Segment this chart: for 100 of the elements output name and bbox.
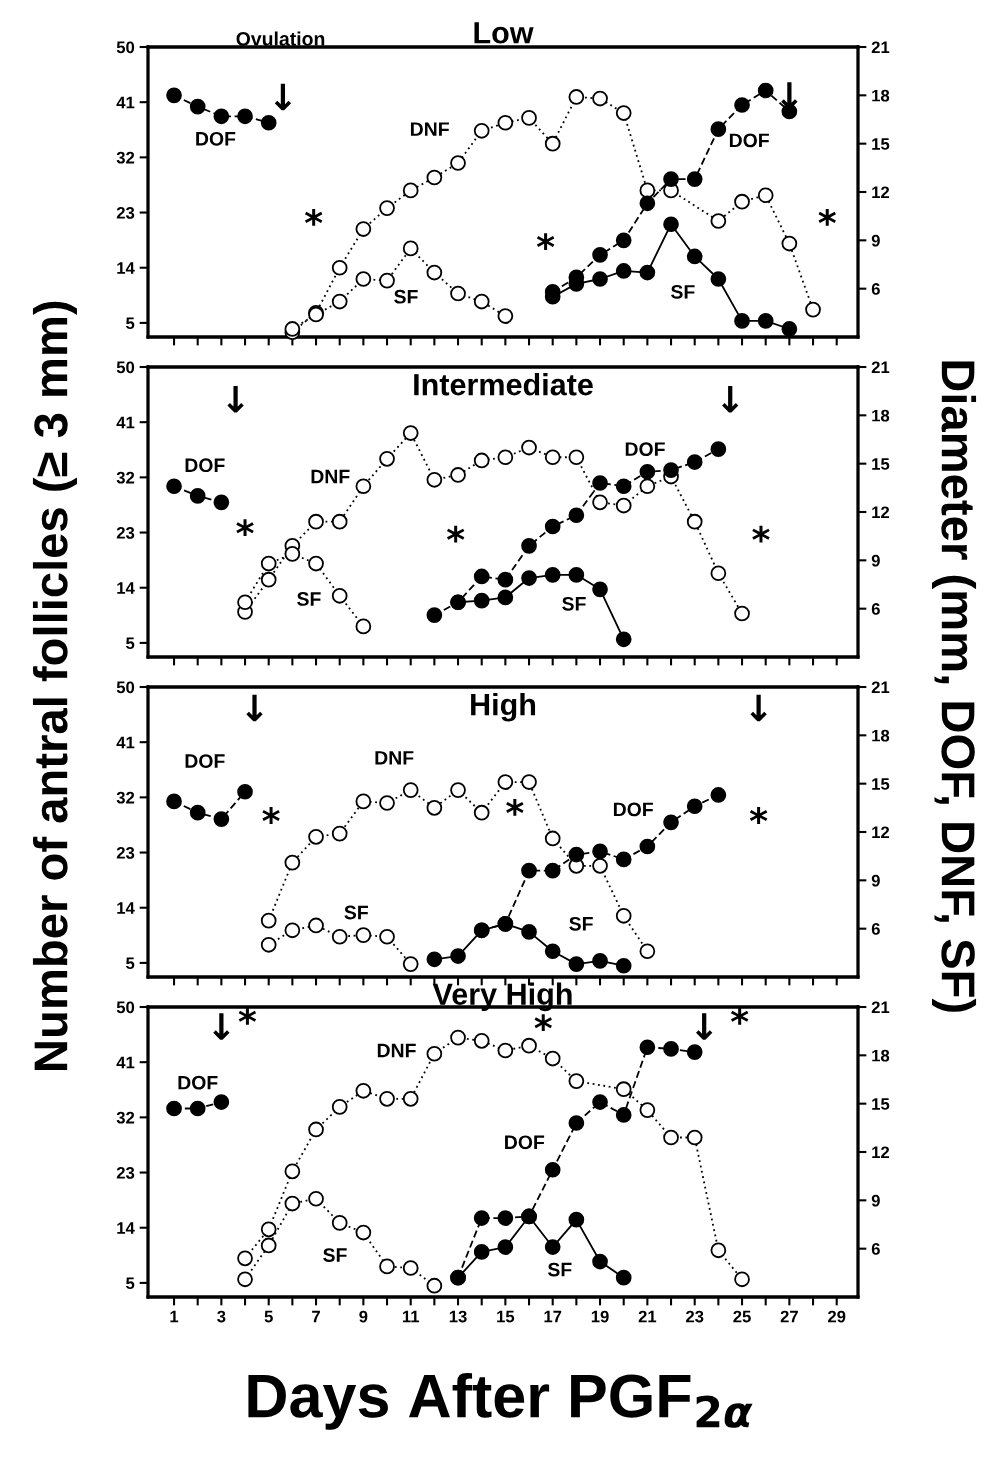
y2-tick-label: 9: [871, 1194, 880, 1207]
annotation: ↓: [696, 1013, 713, 1040]
annotation: *: [238, 1007, 257, 1025]
x-tick-label: 21: [638, 1310, 657, 1323]
y-tick-label: 41: [116, 96, 135, 109]
annotation: ↓: [227, 386, 244, 413]
y2-tick-label: 6: [871, 283, 880, 295]
y-tick-label: 32: [116, 791, 135, 804]
x-tick-label: 23: [686, 1310, 704, 1323]
y2-tick-label: 18: [872, 1049, 890, 1062]
x-tick-label: 9: [359, 1310, 368, 1323]
y-tick-label: 23: [116, 206, 135, 219]
x-tick-label: 11: [402, 1310, 420, 1323]
y2-tick-label: 15: [872, 778, 890, 790]
y-tick-label: 14: [117, 1222, 135, 1234]
annotation: *: [506, 799, 524, 816]
annotation: *: [304, 209, 323, 226]
y-tick-label: 50: [116, 361, 135, 374]
x-tick-label: 5: [264, 1310, 273, 1323]
series-label: SF: [344, 905, 368, 920]
series-label: DOF: [178, 1075, 218, 1090]
annotation: *: [818, 209, 836, 226]
annotation: *: [262, 807, 280, 824]
x-tick-label: 19: [591, 1310, 609, 1323]
y-tick-label: 41: [116, 416, 135, 429]
y2-tick-label: 21: [871, 41, 890, 54]
annotation: *: [536, 233, 555, 250]
y2-tick-label: 9: [871, 554, 880, 567]
y2-tick-label: 18: [872, 89, 890, 102]
series-label: DOF: [196, 131, 236, 146]
x-tick-label: 13: [449, 1310, 467, 1323]
y2-tick-label: 6: [871, 1243, 880, 1255]
y2-tick-label: 21: [871, 1001, 890, 1014]
y2-tick-label: 18: [872, 409, 890, 422]
series-label: DOF: [505, 1135, 545, 1150]
x-tick-label: 7: [312, 1310, 320, 1323]
y-tick-label: 14: [117, 902, 135, 914]
y2-tick-label: 15: [872, 1098, 890, 1110]
y2-tick-label: 21: [871, 681, 890, 694]
chart-title: High: [471, 692, 536, 722]
annotation: ↓: [213, 1013, 230, 1040]
x-tick-label: 29: [828, 1310, 846, 1323]
x-axis-title: Days After PGF$_{2α}$: [248, 1372, 753, 1430]
series-label: DOF: [185, 754, 225, 768]
x-tick-label: 27: [780, 1310, 798, 1323]
y-tick-label: 5: [126, 637, 135, 650]
y2-tick-label: 18: [872, 729, 890, 742]
series-label: DOF: [625, 442, 665, 456]
y-tick-label: 14: [117, 582, 135, 594]
y-tick-label: 50: [116, 1001, 135, 1014]
y2-tick-label: 9: [871, 874, 880, 887]
y-axis-title: Number of antral follicles (≥ 3 mm): [32, 301, 77, 1070]
y2-tick-label: 9: [871, 234, 880, 247]
y2-tick-label: 21: [871, 361, 890, 374]
chart-title: Intermediate: [414, 373, 593, 396]
chart-title: Very High: [432, 982, 572, 1012]
y-tick-label: 50: [116, 681, 135, 694]
x-tick-label: 1: [170, 1310, 179, 1323]
series-label: DNF: [410, 122, 449, 136]
y2-tick-label: 6: [871, 603, 880, 615]
y2-axis-title: Diameter (mm, DOF, DNF, SF): [932, 361, 977, 1012]
annotation: ↓: [750, 694, 767, 722]
y2-tick-label: 12: [872, 506, 890, 519]
series-label: DNF: [377, 1043, 416, 1058]
annotation: *: [446, 525, 465, 543]
series-label: SF: [569, 916, 593, 931]
series-label: DNF: [375, 751, 414, 765]
series-label: SF: [297, 592, 321, 606]
y-tick-label: 23: [116, 846, 135, 859]
annotation: *: [236, 519, 254, 537]
series-label: SF: [547, 1262, 572, 1277]
series-label: DOF: [613, 802, 653, 817]
y-tick-label: 32: [116, 1111, 135, 1124]
y2-tick-label: 12: [872, 186, 890, 199]
annotation: *: [534, 1014, 552, 1032]
annotation: *: [730, 1007, 749, 1025]
y2-tick-label: 6: [871, 923, 880, 935]
y-tick-label: 41: [116, 736, 135, 749]
y2-tick-label: 12: [872, 826, 890, 839]
x-tick-label: 17: [544, 1310, 562, 1323]
annotation: ↓: [722, 386, 739, 413]
annotation: ↓: [274, 83, 292, 111]
y2-tick-label: 15: [872, 138, 890, 150]
y2-tick-label: 15: [872, 458, 890, 470]
y-tick-label: 5: [126, 957, 135, 970]
x-tick-label: 15: [497, 1310, 515, 1323]
y2-tick-label: 12: [872, 1146, 890, 1159]
x-tick-label: 25: [733, 1310, 751, 1323]
y-tick-label: 23: [116, 1166, 135, 1179]
y-tick-label: 50: [116, 41, 135, 54]
x-tick-label: 3: [217, 1310, 226, 1323]
annotation: ↓: [246, 694, 263, 722]
series-label: SF: [323, 1248, 347, 1262]
annotation: *: [752, 525, 770, 543]
y-tick-label: 32: [116, 151, 135, 164]
text: Ovulation: [236, 31, 325, 46]
y-tick-label: 14: [117, 262, 135, 274]
chart-title: Low: [474, 22, 534, 44]
series-label: DNF: [311, 469, 350, 484]
y-tick-label: 5: [126, 1277, 135, 1290]
